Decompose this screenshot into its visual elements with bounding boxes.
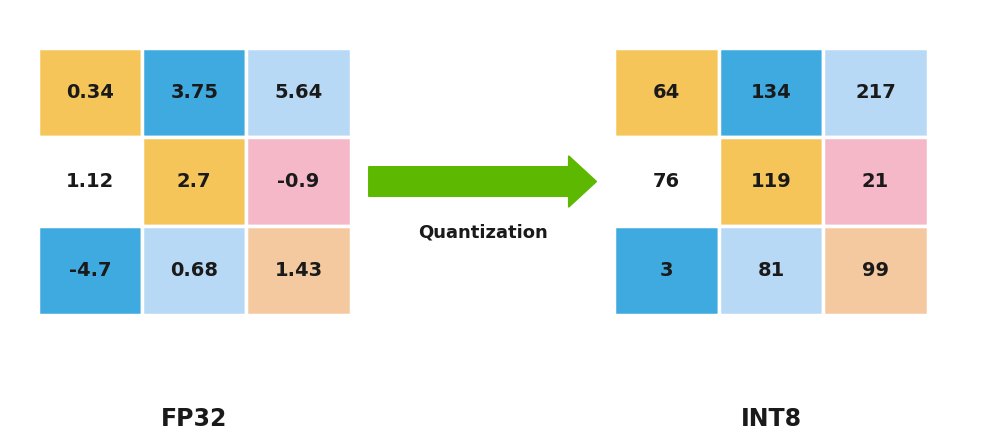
Bar <box>246 48 351 137</box>
Text: 0.34: 0.34 <box>66 83 114 102</box>
Bar <box>38 48 142 137</box>
Bar <box>614 48 719 137</box>
Text: 1.12: 1.12 <box>66 172 114 191</box>
Text: 3: 3 <box>660 261 673 280</box>
Text: 99: 99 <box>861 261 889 280</box>
Text: 3.75: 3.75 <box>170 83 218 102</box>
Bar <box>824 48 927 137</box>
Bar <box>38 226 142 315</box>
Text: Quantization: Quantization <box>418 224 547 242</box>
Bar <box>142 48 246 137</box>
Bar <box>142 137 246 226</box>
Text: 64: 64 <box>653 83 680 102</box>
Text: 134: 134 <box>751 83 792 102</box>
Text: 21: 21 <box>861 172 889 191</box>
Bar <box>614 137 719 226</box>
Bar <box>246 137 351 226</box>
Bar <box>246 226 351 315</box>
Text: 76: 76 <box>653 172 680 191</box>
Text: 217: 217 <box>855 83 895 102</box>
Text: 2.7: 2.7 <box>176 172 211 191</box>
Text: 1.43: 1.43 <box>274 261 323 280</box>
Text: INT8: INT8 <box>741 408 802 432</box>
Bar <box>824 137 927 226</box>
Text: -0.9: -0.9 <box>277 172 320 191</box>
Text: FP32: FP32 <box>162 408 227 432</box>
Bar <box>719 137 824 226</box>
Text: 119: 119 <box>751 172 792 191</box>
Text: 81: 81 <box>758 261 785 280</box>
Bar <box>719 226 824 315</box>
Text: 5.64: 5.64 <box>274 83 323 102</box>
FancyArrow shape <box>369 156 596 207</box>
Text: 0.68: 0.68 <box>170 261 218 280</box>
Bar <box>719 48 824 137</box>
Bar <box>614 226 719 315</box>
Bar <box>824 226 927 315</box>
Bar <box>142 226 246 315</box>
Bar <box>38 137 142 226</box>
Text: -4.7: -4.7 <box>69 261 111 280</box>
